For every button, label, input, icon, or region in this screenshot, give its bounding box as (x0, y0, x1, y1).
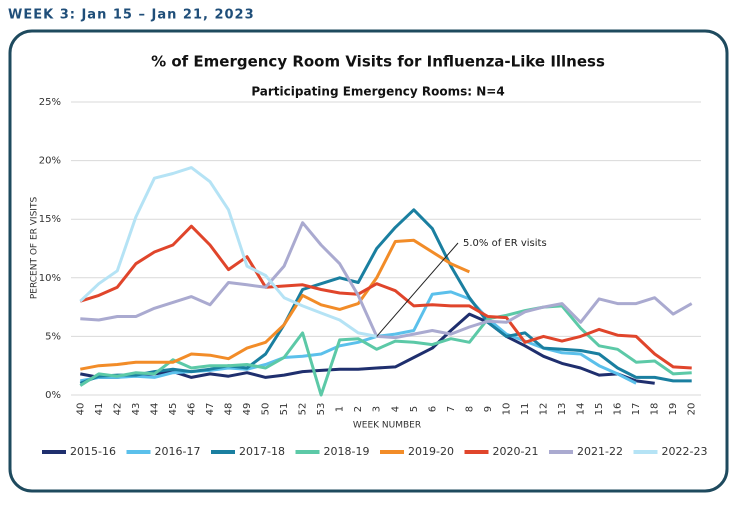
y-tick-label: 10% (39, 273, 61, 284)
x-tick-label: 18 (650, 403, 661, 416)
x-tick-label: 10 (501, 403, 512, 416)
x-tick-label: 3 (372, 406, 383, 412)
x-tick-label: 11 (520, 403, 531, 416)
series-line (80, 238, 471, 371)
x-tick-label: 16 (613, 403, 624, 416)
legend-label: 2020-21 (493, 445, 539, 458)
series-line (79, 224, 692, 370)
frame (8, 29, 729, 493)
x-tick-label: 5 (409, 406, 420, 412)
chart-title: % of Emergency Room Visits for Influenza… (151, 53, 605, 71)
x-tick-label: 53 (316, 403, 327, 416)
x-tick-label: 50 (261, 403, 272, 416)
x-tick-label: 17 (631, 403, 642, 416)
y-tick-label: 0% (45, 390, 61, 401)
x-tick-label: 44 (149, 403, 160, 416)
header: WEEK 3: Jan 15 – Jan 21, 2023 (8, 8, 255, 23)
x-tick-label: 48 (224, 403, 235, 416)
x-tick-label: 51 (279, 403, 290, 416)
legend-label: 2015-16 (70, 445, 116, 458)
y-tick-label: 20% (39, 156, 61, 167)
y-tick-label: 15% (39, 214, 61, 225)
legend-label: 2016-17 (155, 445, 201, 458)
x-tick-label: 20 (687, 403, 698, 416)
legend-label: 2017-18 (239, 445, 285, 458)
x-tick-label: 40 (75, 403, 86, 416)
legend-label: 2019-20 (408, 445, 454, 458)
x-tick-label: 46 (186, 403, 197, 416)
y-tick-label: 25% (39, 97, 61, 108)
x-tick-label: 13 (557, 403, 568, 416)
series-line (79, 304, 692, 397)
x-tick-label: 15 (594, 403, 605, 416)
annotation-line (376, 242, 459, 337)
x-tick-label: 19 (668, 403, 679, 416)
x-tick-label: 6 (427, 406, 438, 412)
x-tick-label: 12 (539, 403, 550, 416)
legend-label: 2021-22 (577, 445, 623, 458)
legend-label: 2018-19 (324, 445, 370, 458)
annotation: 5.0% of ER visits (463, 238, 547, 249)
x-tick-label: 9 (483, 406, 494, 412)
x-tick-label: 49 (242, 403, 253, 416)
series-line (80, 221, 693, 340)
x-tick-label: 43 (131, 403, 142, 416)
x-tick-label: 52 (298, 403, 309, 416)
x-tick-label: 47 (205, 403, 216, 416)
chart-subtitle: Participating Emergency Rooms: N=4 (251, 85, 504, 99)
x-tick-label: 45 (168, 403, 179, 416)
x-tick-label: 7 (446, 406, 457, 412)
x-tick-label: 41 (94, 403, 105, 416)
x-axis-label: WEEK NUMBER (353, 421, 421, 431)
x-tick-label: 2 (353, 406, 364, 412)
x-tick-label: 1 (335, 406, 346, 412)
x-tick-label: 8 (464, 406, 475, 412)
series-line (79, 208, 692, 385)
y-tick-label: 5% (45, 331, 61, 342)
legend-label: 2022-23 (662, 445, 708, 458)
x-tick-label: 4 (390, 406, 401, 412)
x-tick-label: 14 (576, 403, 587, 416)
series-line (79, 166, 377, 338)
x-tick-label: 42 (112, 403, 123, 416)
y-axis-label: PERCENT OF ER VISITS (30, 197, 40, 300)
